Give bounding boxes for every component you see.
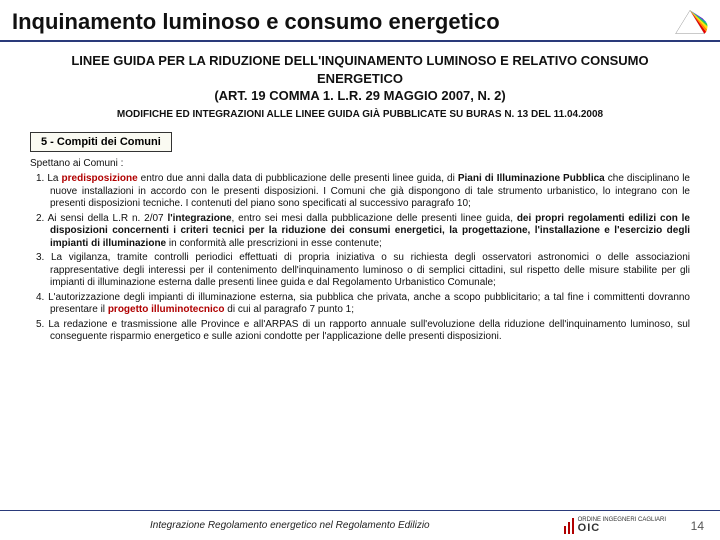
oic-logo: ORDINE INGEGNERI CAGLIARI OIC [564,517,666,534]
modification-note: MODIFICHE ED INTEGRAZIONI ALLE LINEE GUI… [0,107,720,128]
highlight: predisposizione [62,173,138,184]
prism-icon [672,8,708,36]
list-item: 4. L'autorizzazione degli impianti di il… [30,292,690,317]
guideline-heading-line2: (ART. 19 COMMA 1. L.R. 29 MAGGIO 2007, N… [40,87,680,105]
slide-header: Inquinamento luminoso e consumo energeti… [0,0,720,42]
list-item: 1. La predisposizione entro due anni dal… [30,173,690,211]
guideline-heading: LINEE GUIDA PER LA RIDUZIONE DELL'INQUIN… [0,42,720,107]
list-item: 3. La vigilanza, tramite controlli perio… [30,252,690,290]
list-item: 5. La redazione e trasmissione alle Prov… [30,319,690,344]
highlight: progetto illuminotecnico [108,304,225,315]
section-title-box: 5 - Compiti dei Comuni [30,132,172,152]
body-content: Spettano ai Comuni : 1. La predisposizio… [0,158,720,344]
guideline-heading-line1: LINEE GUIDA PER LA RIDUZIONE DELL'INQUIN… [40,52,680,87]
page-number: 14 [684,519,704,533]
oic-main: OIC [578,523,666,534]
footer-caption: Integrazione Regolamento energetico nel … [16,520,564,531]
lead-text: Spettano ai Comuni : [30,158,690,171]
slide-title: Inquinamento luminoso e consumo energeti… [12,9,672,35]
list-item: 2. Ai sensi della L.R n. 2/07 l'integraz… [30,213,690,251]
slide-footer: Integrazione Regolamento energetico nel … [0,510,720,534]
oic-bars-icon [564,518,574,534]
